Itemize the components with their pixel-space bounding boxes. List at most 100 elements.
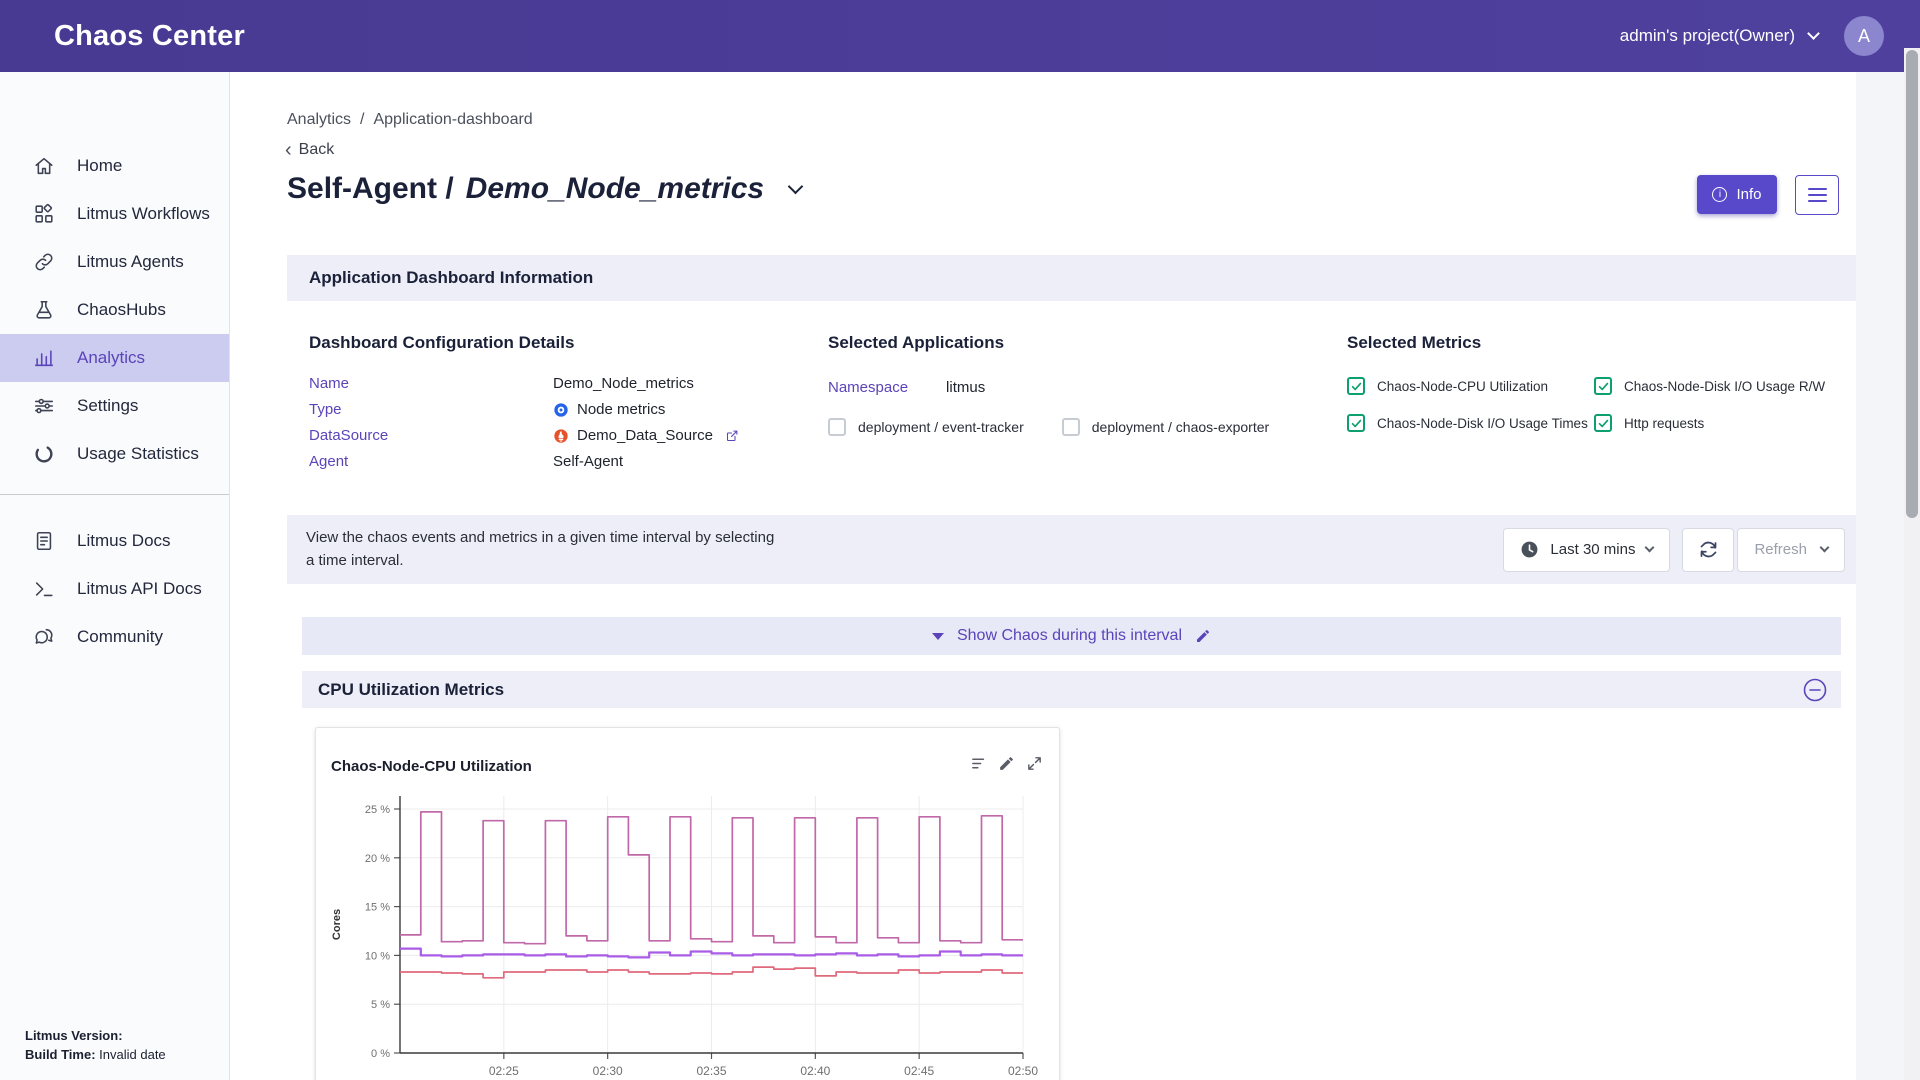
info-icon: i — [1712, 187, 1728, 202]
checkbox-chaos-node-cpu-utilization[interactable]: Chaos-Node-CPU Utilization — [1347, 377, 1592, 395]
time-range-button[interactable]: Last 30 mins — [1503, 527, 1671, 572]
chart-edit-icon[interactable] — [998, 755, 1015, 772]
breadcrumb-item-analytics[interactable]: Analytics — [287, 111, 352, 128]
time-range-label: Last 30 mins — [1550, 541, 1636, 558]
sidebar-item-settings[interactable]: Settings — [0, 382, 229, 430]
show-chaos-label: Show Chaos during this interval — [956, 627, 1182, 644]
prometheus-icon — [553, 428, 569, 444]
sidebar-item-label: Litmus API Docs — [77, 579, 202, 598]
refresh-mode-button[interactable]: Refresh — [1737, 527, 1845, 572]
chevron-down-icon[interactable] — [787, 178, 804, 195]
checkbox-deployment-chaos-exporter[interactable]: deployment / chaos-exporter — [1061, 418, 1269, 436]
breadcrumb-separator: / — [360, 111, 365, 128]
flask-icon — [33, 299, 55, 321]
config-value: Demo_Data_Source — [553, 427, 740, 444]
sidebar-item-chaoshubs[interactable]: ChaosHubs — [0, 286, 229, 334]
svg-text:02:30: 02:30 — [593, 1064, 623, 1078]
checked-checkbox-icon[interactable] — [1347, 414, 1365, 432]
page-scrollbar[interactable] — [1904, 48, 1920, 1080]
refresh-icon-button[interactable] — [1682, 527, 1735, 572]
cpu-metrics-section-header: CPU Utilization Metrics — [302, 671, 1841, 708]
project-selector[interactable]: admin's project(Owner) — [1619, 26, 1820, 46]
sidebar-item-label: Community — [77, 627, 163, 646]
main-content: Analytics / Application-dashboard ‹ Back S… — [230, 72, 1904, 1080]
sidebar-primary-nav: Home Litmus Workflows Litmus Agents Chao… — [0, 72, 229, 478]
svg-text:02:50: 02:50 — [1008, 1064, 1038, 1078]
checked-checkbox-icon[interactable] — [1594, 414, 1612, 432]
sliders-icon — [33, 395, 55, 417]
collapse-section-button[interactable] — [1803, 678, 1827, 702]
sidebar-item-litmus-workflows[interactable]: Litmus Workflows — [0, 190, 229, 238]
sidebar-item-litmus-api-docs[interactable]: Litmus API Docs — [0, 565, 229, 613]
donut-icon — [33, 443, 55, 465]
info-button[interactable]: i Info — [1697, 175, 1777, 214]
sidebar-item-label: ChaosHubs — [77, 300, 166, 319]
avatar[interactable]: A — [1844, 16, 1884, 56]
breadcrumb-item-application-dashboard[interactable]: Application-dashboard — [373, 111, 533, 128]
right-gutter — [1856, 72, 1904, 1080]
svg-text:0 %: 0 % — [371, 1048, 390, 1060]
sidebar: Home Litmus Workflows Litmus Agents Chao… — [0, 72, 230, 1080]
checkbox-chaos-node-disk-i-o-usage-times[interactable]: Chaos-Node-Disk I/O Usage Times — [1347, 414, 1592, 432]
sidebar-item-litmus-docs[interactable]: Litmus Docs — [0, 517, 229, 565]
svg-text:02:25: 02:25 — [489, 1064, 519, 1078]
external-link-icon[interactable] — [725, 428, 740, 443]
metrics-title: Selected Metrics — [1347, 333, 1482, 352]
metrics-column: Selected Metrics Chaos-Node-CPU Utilizat… — [1347, 301, 1856, 470]
checked-checkbox-icon[interactable] — [1347, 377, 1365, 395]
sidebar-item-usage-statistics[interactable]: Usage Statistics — [0, 430, 229, 478]
show-chaos-toggle[interactable]: Show Chaos during this interval — [302, 617, 1841, 655]
scrollbar-thumb[interactable] — [1906, 50, 1918, 518]
unchecked-checkbox-icon[interactable] — [828, 418, 846, 436]
unchecked-checkbox-icon[interactable] — [1061, 418, 1080, 436]
config-value: Self-Agent — [553, 453, 624, 470]
config-label: Agent — [309, 453, 349, 470]
refresh-icon — [1700, 541, 1717, 558]
checkbox-chaos-node-disk-i-o-usage-r-w[interactable]: Chaos-Node-Disk I/O Usage R/W — [1594, 377, 1856, 395]
edit-icon[interactable] — [1195, 628, 1211, 644]
config-value: Node metrics — [553, 401, 665, 418]
checked-checkbox-icon[interactable] — [1594, 377, 1612, 395]
chart-expand-icon[interactable] — [1026, 755, 1043, 772]
sidebar-item-home[interactable]: Home — [0, 142, 229, 190]
project-label: admin's project(Owner) — [1619, 26, 1795, 45]
checkbox-label: Chaos-Node-Disk I/O Usage R/W — [1624, 378, 1826, 394]
menu-button[interactable] — [1795, 175, 1839, 215]
config-row-datasource: DataSource Demo_Data_Source — [309, 427, 828, 444]
sidebar-item-label: Litmus Workflows — [77, 204, 210, 223]
sidebar-divider — [0, 494, 229, 495]
sidebar-item-litmus-agents[interactable]: Litmus Agents — [0, 238, 229, 286]
sidebar-item-analytics[interactable]: Analytics — [0, 334, 229, 382]
svg-text:20 %: 20 % — [365, 853, 390, 865]
sidebar-item-label: Home — [77, 156, 123, 175]
circle-minus-icon — [1803, 678, 1827, 701]
dashboard-info-panel: Application Dashboard Information Dashbo… — [287, 255, 1856, 484]
chevron-down-icon — [1645, 542, 1655, 552]
checkbox-deployment-event-tracker[interactable]: deployment / event-tracker — [828, 418, 1024, 436]
applications-column: Selected Applications Namespace litmus d… — [828, 301, 1347, 470]
namespace-value: litmus — [946, 379, 986, 396]
back-label: Back — [298, 141, 335, 158]
hamburger-icon — [1807, 187, 1827, 191]
checkbox-label: Chaos-Node-CPU Utilization — [1377, 378, 1549, 394]
checkbox-http-requests[interactable]: Http requests — [1594, 414, 1856, 432]
sidebar-item-community[interactable]: Community — [0, 613, 229, 661]
refresh-label: Refresh — [1754, 541, 1807, 558]
sidebar-secondary-nav: Litmus Docs Litmus API Docs Community — [0, 503, 229, 661]
namespace-label: Namespace — [828, 379, 909, 396]
svg-text:15 %: 15 % — [365, 902, 390, 914]
build-label: Build Time: — [25, 1047, 96, 1063]
back-button[interactable]: ‹ Back — [285, 140, 334, 160]
time-interval-panel: View the chaos events and metrics in a g… — [287, 515, 1856, 584]
app-header: Chaos Center admin's project(Owner) A — [0, 0, 1920, 72]
info-button-label: Info — [1736, 186, 1762, 203]
version-info: Litmus Version: Build Time: Invalid date — [25, 1027, 166, 1065]
svg-text:02:40: 02:40 — [800, 1064, 830, 1078]
sidebar-item-label: Usage Statistics — [77, 444, 199, 463]
build-value: Invalid date — [99, 1047, 166, 1063]
chart-series-cpu-low — [400, 966, 1023, 979]
config-label: DataSource — [309, 427, 389, 444]
config-label: Type — [309, 401, 342, 418]
chart-menu-icon[interactable] — [970, 755, 987, 772]
cpu-utilization-chart[interactable]: 0 % 5 % 10 % 15 % 20 % 25 % 02:25 02:30 02:35 02:… — [316, 783, 1061, 1080]
